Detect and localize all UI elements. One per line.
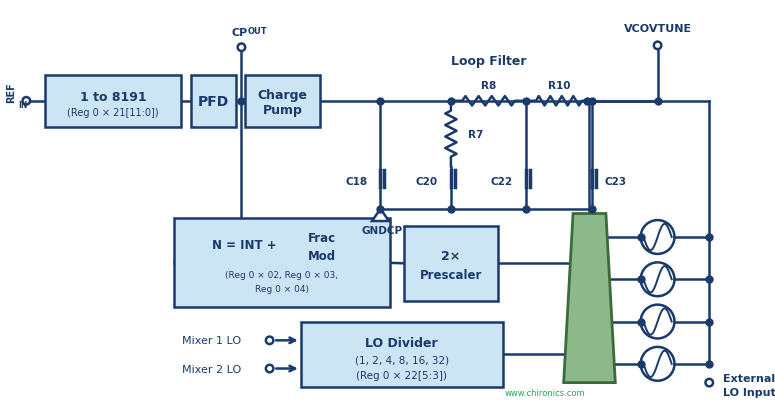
- Text: Mixer 2 LO: Mixer 2 LO: [182, 363, 241, 374]
- Text: C23: C23: [605, 176, 627, 186]
- Text: PFD: PFD: [198, 95, 229, 109]
- Text: External: External: [723, 373, 775, 383]
- Bar: [404, 226, 498, 301]
- Text: R10: R10: [548, 81, 570, 90]
- Polygon shape: [372, 209, 389, 221]
- Text: Frac: Frac: [308, 231, 336, 244]
- Text: (1, 2, 4, 8, 16, 32): (1, 2, 4, 8, 16, 32): [354, 354, 449, 364]
- Text: (Reg 0 × 22[5:3]): (Reg 0 × 22[5:3]): [356, 370, 447, 380]
- Text: LO Input: LO Input: [723, 387, 775, 397]
- Text: REF: REF: [6, 82, 16, 102]
- Text: Prescaler: Prescaler: [420, 268, 482, 281]
- Text: N = INT +: N = INT +: [212, 238, 277, 252]
- Text: CP: CP: [232, 28, 248, 38]
- Bar: [191, 76, 236, 128]
- Text: 1 to 8191: 1 to 8191: [80, 90, 146, 103]
- Text: R7: R7: [468, 129, 483, 139]
- Text: GNDCP: GNDCP: [362, 226, 403, 236]
- Text: Charge: Charge: [258, 88, 308, 102]
- Polygon shape: [563, 214, 615, 383]
- Bar: [45, 76, 181, 128]
- Text: VCOVTUNE: VCOVTUNE: [624, 24, 691, 34]
- Text: C20: C20: [415, 176, 438, 186]
- Text: (Reg 0 × 02, Reg 0 × 03,: (Reg 0 × 02, Reg 0 × 03,: [226, 271, 339, 280]
- Text: 2×: 2×: [441, 250, 460, 263]
- Text: C18: C18: [345, 176, 367, 186]
- Text: Pump: Pump: [263, 104, 303, 116]
- Text: OUT: OUT: [248, 27, 267, 36]
- Text: IN: IN: [18, 101, 27, 110]
- Text: R8: R8: [480, 81, 496, 90]
- Text: Mod: Mod: [308, 250, 336, 263]
- Text: C22: C22: [491, 176, 513, 186]
- Bar: [174, 218, 390, 308]
- Text: Loop Filter: Loop Filter: [451, 55, 526, 68]
- Text: Mixer 1 LO: Mixer 1 LO: [182, 335, 241, 346]
- Text: Reg 0 × 04): Reg 0 × 04): [255, 285, 308, 294]
- Bar: [301, 322, 502, 387]
- Text: LO Divider: LO Divider: [365, 336, 438, 349]
- Text: www.chironics.com: www.chironics.com: [505, 387, 585, 396]
- Text: (Reg 0 × 21[11:0]): (Reg 0 × 21[11:0]): [67, 108, 159, 118]
- Bar: [245, 76, 320, 128]
